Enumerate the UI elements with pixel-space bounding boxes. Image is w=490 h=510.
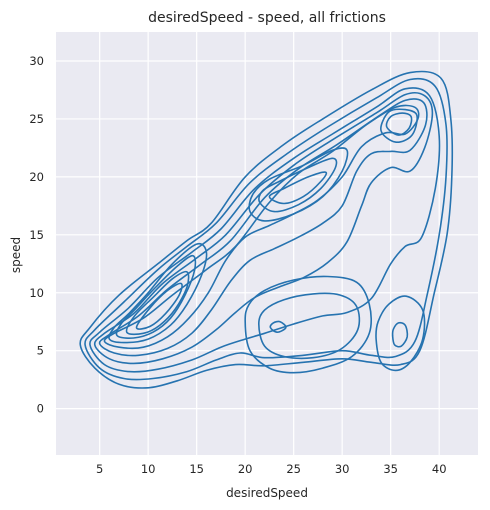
x-tick-label: 35 xyxy=(383,462,398,476)
contour-line-level-1 xyxy=(79,70,454,389)
contour-line-level-8 xyxy=(115,254,197,339)
x-tick-label: 40 xyxy=(432,462,447,476)
x-tick-label: 10 xyxy=(141,462,156,476)
y-tick-label: 0 xyxy=(37,402,44,416)
contour-line-level-7 xyxy=(248,147,349,222)
contour-line-level-9 xyxy=(125,270,190,336)
y-tick-label: 15 xyxy=(29,228,44,242)
contour-lines xyxy=(79,70,454,389)
contour-line-level-4 xyxy=(93,92,434,365)
contour-line-level-8 xyxy=(258,157,338,213)
contour-line-level-7 xyxy=(269,320,287,333)
y-tick-label: 30 xyxy=(29,54,44,68)
x-axis-label: desiredSpeed xyxy=(226,486,308,500)
y-tick-label: 5 xyxy=(37,344,44,358)
contour-line-level-4 xyxy=(375,295,426,372)
contour-line-level-10 xyxy=(135,282,183,330)
contour-line-level-2 xyxy=(84,77,448,381)
contour-line-level-5 xyxy=(258,292,361,360)
tick-labels: 5 10 15 20 25 30 35 40 0 5 10 15 20 25 30 xyxy=(29,54,446,476)
contour-line-level-7 xyxy=(380,108,418,144)
contour-line-level-8 xyxy=(385,112,413,136)
x-tick-label: 15 xyxy=(189,462,204,476)
y-tick-label: 25 xyxy=(29,112,44,126)
y-tick-label: 10 xyxy=(29,286,44,300)
contour-line-level-6 xyxy=(103,104,420,350)
contour-line-level-3 xyxy=(89,87,441,373)
contour-line-level-6 xyxy=(391,321,409,348)
contour-line-level-4 xyxy=(244,275,373,374)
chart-title: desiredSpeed - speed, all frictions xyxy=(148,10,386,26)
x-tick-label: 20 xyxy=(238,462,253,476)
x-tick-label: 25 xyxy=(286,462,301,476)
contour-line-level-9 xyxy=(268,171,328,205)
x-tick-label: 30 xyxy=(335,462,350,476)
contour-line-level-5 xyxy=(98,98,428,357)
plot-area xyxy=(56,32,478,455)
x-tick-label: 5 xyxy=(96,462,103,476)
contour-line-level-7 xyxy=(108,242,208,344)
y-axis-label: speed xyxy=(9,237,23,273)
y-tick-label: 20 xyxy=(29,170,44,184)
